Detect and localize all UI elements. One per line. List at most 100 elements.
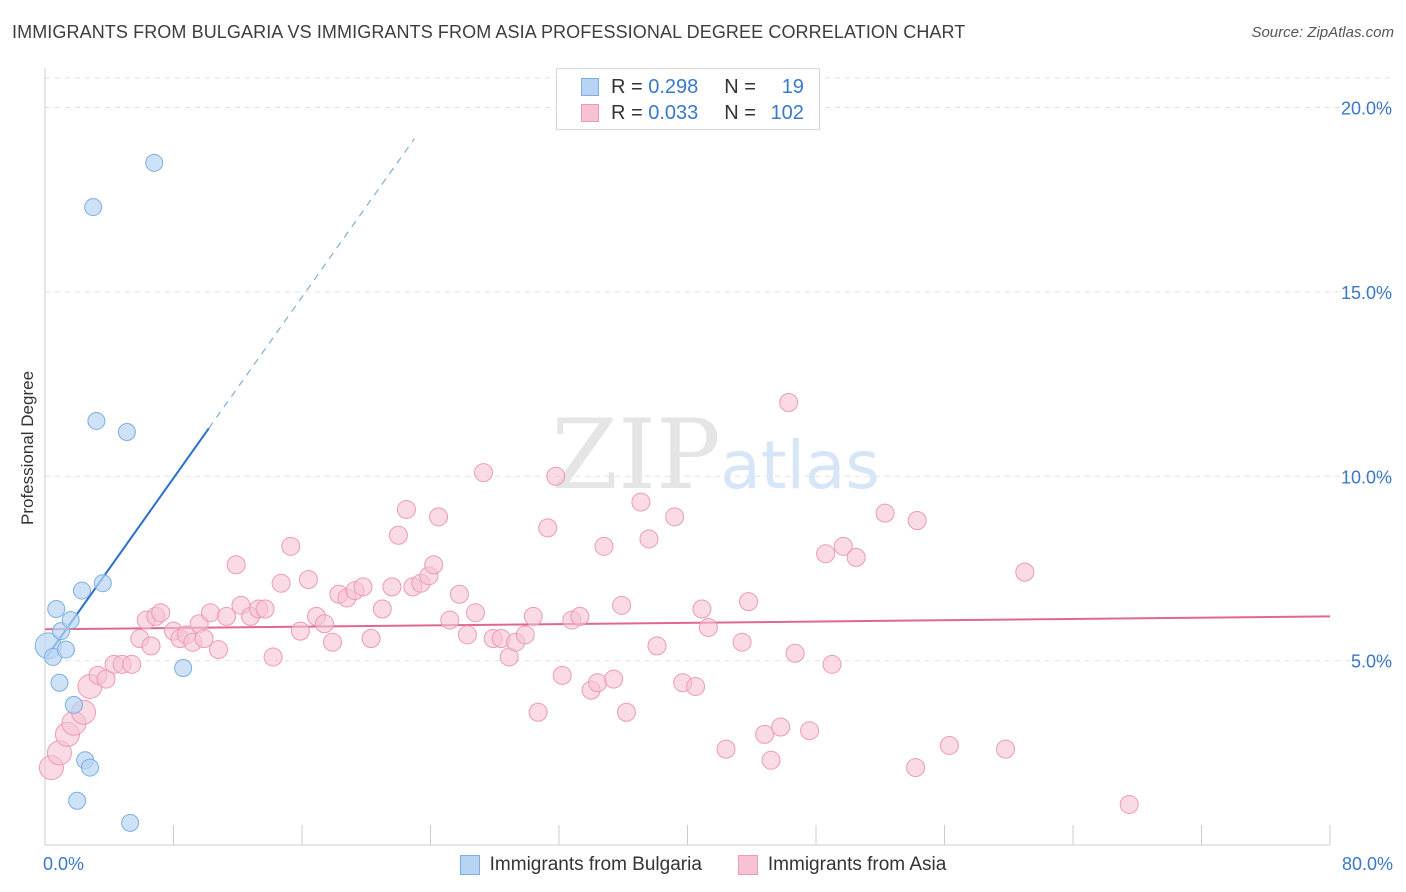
watermark: ZIP atlas [551, 399, 879, 511]
asia-point [528, 702, 548, 722]
asia-point [323, 632, 343, 652]
chart-title: IMMIGRANTS FROM BULGARIA VS IMMIGRANTS F… [12, 22, 966, 42]
bulgaria-point [121, 813, 140, 832]
legend-label-asia: Immigrants from Asia [767, 854, 947, 875]
asia-swatch [581, 104, 599, 122]
bulgaria-swatch [581, 78, 599, 96]
asia-point [570, 606, 590, 626]
asia-point [396, 499, 416, 519]
bulgaria-point [145, 153, 164, 172]
stats-legend: R = 0.298 N = 19 R = 0.033 N = 102 [556, 68, 820, 130]
r-label: R = [611, 75, 643, 98]
asia-point [314, 614, 334, 634]
asia-point [698, 617, 718, 637]
r-value: 0.298 [648, 75, 699, 98]
asia-point [761, 750, 781, 770]
asia-point [361, 629, 381, 648]
asia-point [424, 555, 444, 575]
points-bulgaria [34, 153, 193, 832]
asia-point [208, 640, 228, 660]
asia-point [686, 676, 706, 696]
asia-point [449, 584, 469, 604]
asia-point [122, 654, 142, 674]
asia-point [612, 595, 632, 615]
bulgaria-point [80, 758, 99, 777]
asia-point [616, 702, 636, 722]
bulgaria-point [72, 581, 91, 600]
asia-point [639, 529, 659, 549]
asia-point [474, 463, 494, 483]
asia-point [800, 721, 820, 741]
x-tick-label: 0.0% [43, 854, 84, 874]
bulgaria-point [84, 198, 103, 217]
asia-point [996, 739, 1016, 759]
bulgaria-point [87, 411, 106, 430]
watermark-atlas: atlas [720, 427, 880, 504]
asia-point [353, 577, 373, 597]
axes [44, 68, 1331, 846]
asia-point [732, 632, 752, 652]
n-value: 19 [781, 75, 804, 98]
bulgaria-point [117, 423, 136, 441]
bulgaria-point [56, 640, 75, 659]
legend-item-bulgaria[interactable]: Immigrants from Bulgaria [459, 854, 702, 876]
asia-point [263, 647, 283, 667]
asia-point [771, 717, 791, 737]
y-axis-label: Professional Degree [18, 370, 37, 525]
asia-point [552, 665, 572, 685]
asia-point [226, 555, 246, 575]
asia-point [298, 570, 318, 589]
asia-point [281, 536, 301, 556]
asia-point [372, 599, 392, 619]
asia-point [255, 599, 275, 619]
asia-point [194, 629, 214, 648]
asia-point [588, 673, 608, 693]
asia-point [96, 669, 116, 689]
asia-point [816, 544, 836, 564]
bulgaria-point [64, 695, 83, 714]
watermark-zip: ZIP [551, 399, 720, 511]
asia-point [465, 603, 485, 623]
asia-point [692, 599, 712, 619]
legend-label-bulgaria: Immigrants from Bulgaria [489, 854, 702, 875]
asia-point [382, 577, 402, 597]
points-asia [38, 393, 1139, 814]
y-tick-label: 10.0% [1341, 467, 1392, 487]
asia-point [906, 758, 926, 778]
x-tick-label: 80.0% [1342, 854, 1393, 874]
asia-point [833, 536, 853, 556]
asia-point [939, 735, 959, 755]
asia-point [457, 625, 477, 645]
asia-point [755, 724, 775, 744]
asia-point [631, 492, 651, 512]
asia-point [141, 636, 161, 656]
bulgaria-point [93, 574, 112, 593]
asia-point [785, 643, 805, 663]
asia-point [388, 525, 408, 545]
asia-point [779, 393, 799, 412]
asia-point [822, 654, 842, 674]
stats-row-bulgaria: R = 0.298 N = 19 [581, 75, 804, 99]
n-value: 102 [770, 101, 804, 124]
y-tick-label: 15.0% [1341, 283, 1392, 303]
legend-item-asia[interactable]: Immigrants from Asia [737, 854, 947, 876]
asia-point [290, 621, 310, 641]
stats-row-asia: R = 0.033 N = 102 [581, 101, 804, 125]
bulgaria-point [47, 600, 66, 618]
asia-point [515, 625, 535, 645]
asia-point [875, 503, 895, 523]
r-value: 0.033 [648, 101, 699, 124]
gridlines [45, 77, 1392, 662]
asia-point [604, 669, 624, 689]
trend-lines [44, 138, 1331, 658]
asia-point [523, 606, 543, 626]
bulgaria-point [61, 611, 80, 630]
asia-trend-line [44, 615, 1331, 631]
tick-labels: 5.0% 10.0% 15.0% 20.0% 0.0% 80.0% [43, 99, 1393, 875]
asia-point [1119, 794, 1139, 814]
asia-point [217, 606, 237, 626]
asia-legend-swatch [737, 855, 758, 875]
asia-point [429, 507, 449, 527]
r-label: R = [611, 101, 643, 124]
bulgaria-legend-swatch [459, 855, 480, 875]
